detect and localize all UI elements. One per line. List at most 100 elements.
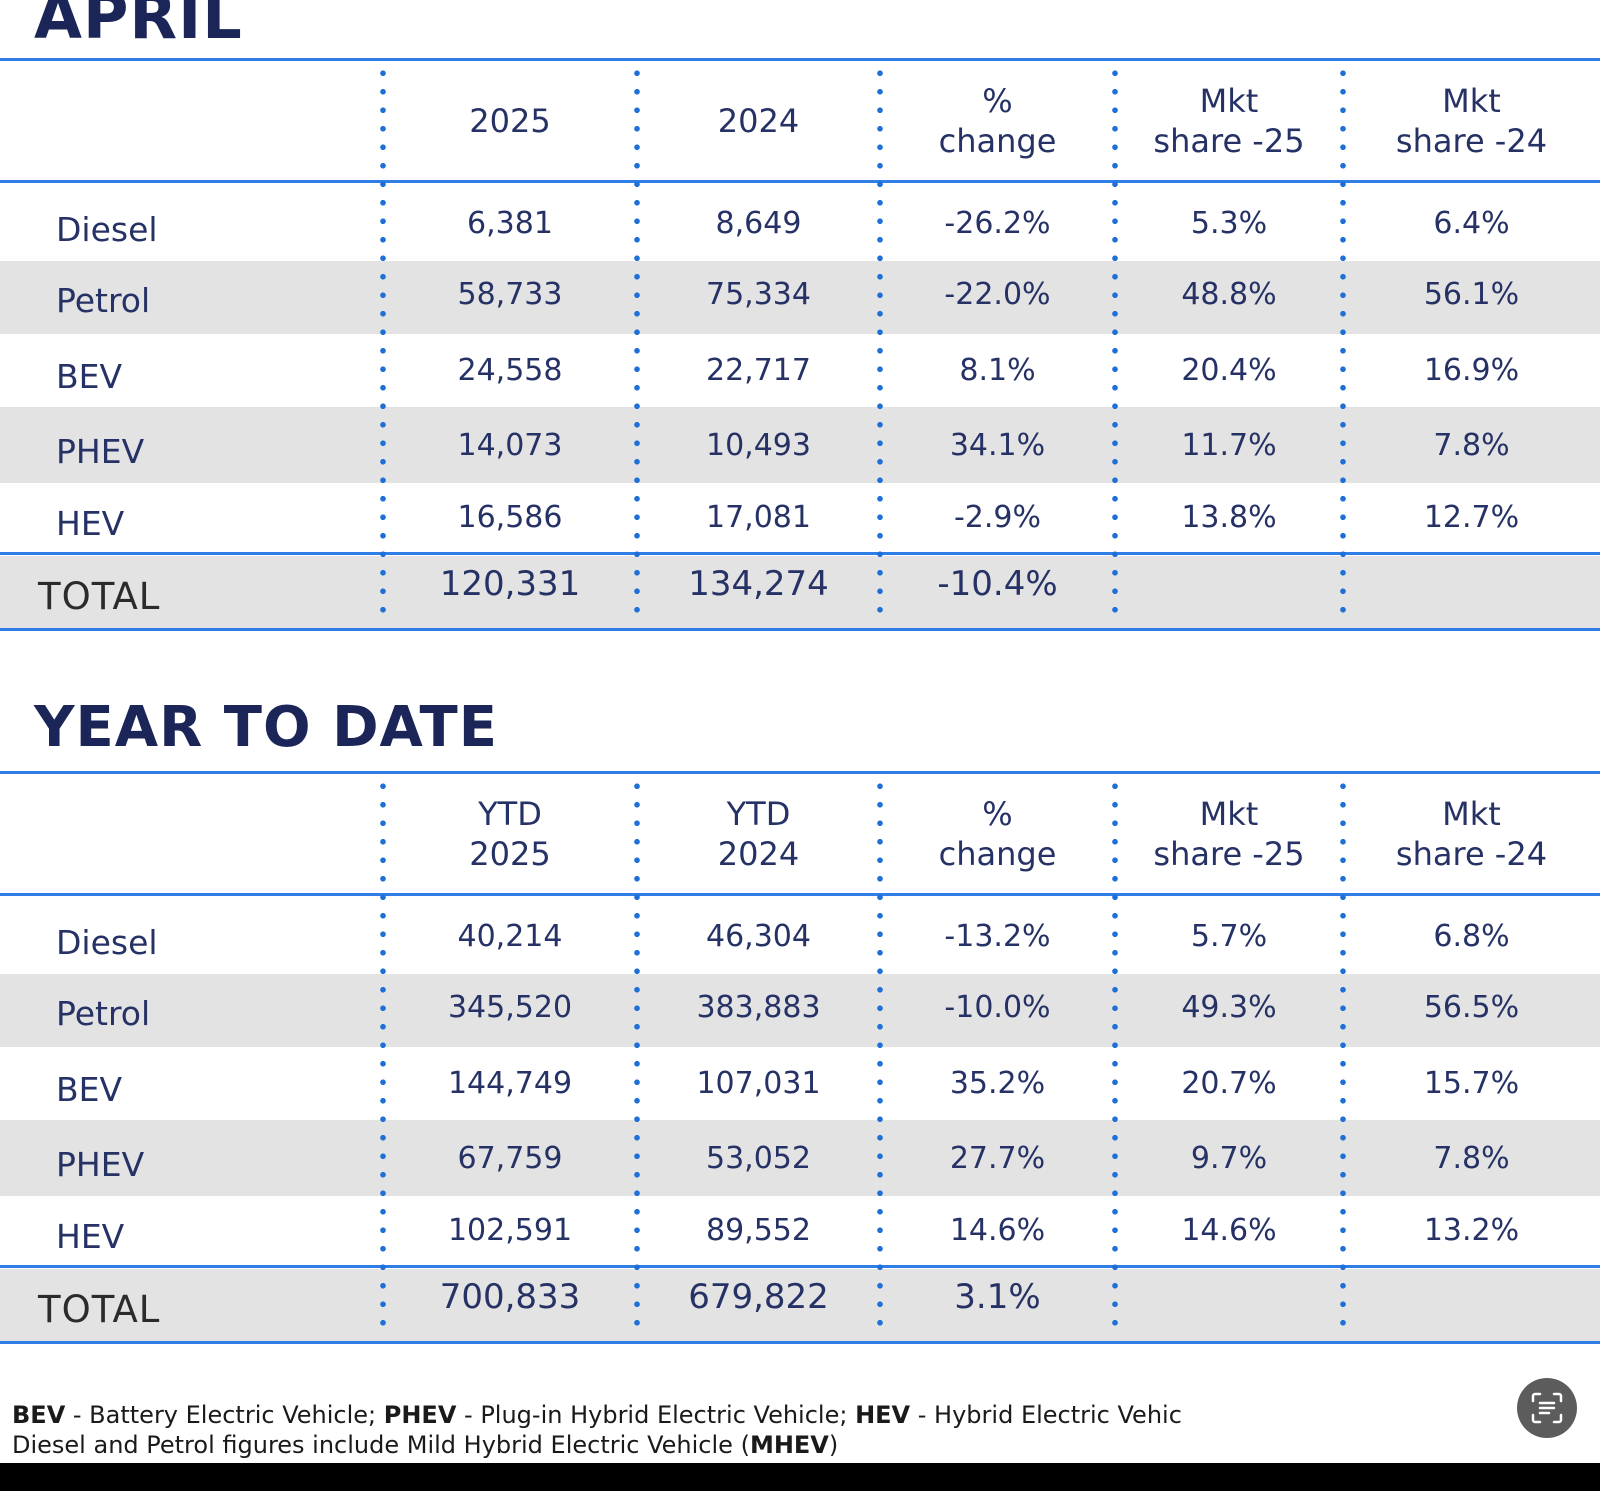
row-label: HEV	[56, 503, 125, 543]
column-header: Mkt share -25	[1115, 777, 1343, 891]
phev-definition: - Plug-in Hybrid Electric Vehicle;	[456, 1401, 856, 1429]
table-cell: 75,334	[706, 276, 811, 312]
table-rule	[0, 1341, 1600, 1344]
table-cell: 102,591	[447, 1212, 573, 1248]
table-cell: 56.5%	[1423, 989, 1520, 1025]
table-cell: 8,649	[715, 205, 802, 241]
ytd-table: YTD 2025 YTD 2024% change Mkt share -25 Mkt shar…	[0, 771, 1600, 1349]
row-label: Petrol	[56, 280, 151, 320]
bev-definition: - Battery Electric Vehicle;	[65, 1401, 384, 1429]
hev-definition: - Hybrid Electric Vehic	[910, 1401, 1182, 1429]
column-separator	[1112, 64, 1118, 624]
table-cell: 9.7%	[1190, 1140, 1268, 1176]
mhev-note: Diesel and Petrol figures include Mild H…	[12, 1431, 750, 1459]
table-cell: 11.7%	[1181, 427, 1277, 463]
total-value	[1115, 548, 1343, 620]
table-cell: 13.2%	[1423, 1212, 1520, 1248]
phev-abbr: PHEV	[383, 1401, 457, 1429]
table-cell: -22.0%	[944, 276, 1051, 312]
table-rule	[0, 552, 1600, 555]
shaded-row-bg	[0, 1120, 1600, 1196]
mhev-note-end: )	[828, 1431, 839, 1459]
mhev-abbr: MHEV	[749, 1431, 829, 1459]
text-scan-button[interactable]	[1517, 1378, 1577, 1438]
bev-abbr: BEV	[12, 1401, 66, 1429]
table-cell: 345,520	[447, 989, 573, 1025]
shaded-row-bg	[0, 407, 1600, 483]
table-rule	[0, 58, 1600, 61]
table-cell: -13.2%	[944, 918, 1051, 954]
table-cell: 16,586	[457, 499, 563, 535]
april-table: 2025 2024% change Mkt share -25 Mkt share -24 D…	[0, 58, 1600, 636]
column-header-line-2: share -24	[1395, 835, 1548, 873]
row-label: PHEV	[56, 1144, 145, 1184]
table-cell: 5.3%	[1190, 205, 1268, 241]
ytd-title: YEAR TO DATE	[34, 695, 498, 760]
shaded-row-bg	[0, 974, 1600, 1047]
table-cell: -2.9%	[953, 499, 1042, 535]
column-header-line-1: YTD	[726, 795, 791, 833]
table-rule	[0, 771, 1600, 774]
total-value	[1115, 1261, 1343, 1333]
column-separator	[1112, 777, 1118, 1337]
bottom-bar	[0, 1463, 1600, 1491]
table-cell: 16.9%	[1423, 353, 1520, 388]
column-header: 2025	[383, 64, 637, 178]
table-cell: 5.7%	[1190, 918, 1268, 954]
table-cell: -26.2%	[944, 205, 1051, 241]
table-cell: 53,052	[706, 1140, 811, 1176]
column-header-line-1: Mkt	[1199, 795, 1259, 833]
column-header: % change	[880, 777, 1115, 891]
row-label: PHEV	[56, 431, 145, 471]
column-header-line-1: YTD	[478, 795, 542, 833]
total-value: 134,274	[688, 564, 829, 604]
total-value: 3.1%	[954, 1277, 1041, 1317]
table-cell: 8.1%	[959, 353, 1036, 388]
column-header-line-2: 2025	[469, 102, 551, 140]
row-label: HEV	[56, 1216, 125, 1256]
column-header-line-1: Mkt	[1442, 82, 1501, 120]
table-rule	[0, 893, 1600, 896]
column-separator	[877, 64, 883, 624]
column-header-line-2: 2024	[717, 102, 800, 140]
table-cell: 49.3%	[1181, 989, 1277, 1025]
table-cell: 14,073	[457, 427, 563, 463]
column-separator	[1340, 777, 1346, 1337]
hev-abbr: HEV	[855, 1401, 911, 1429]
table-cell: 48.8%	[1181, 276, 1277, 312]
total-value: 700,833	[439, 1277, 581, 1317]
table-cell: 144,749	[447, 1066, 573, 1101]
table-cell: 56.1%	[1423, 276, 1520, 312]
table-cell: 22,717	[706, 353, 811, 388]
table-cell: 20.4%	[1181, 353, 1277, 388]
footnote-line-2: Diesel and Petrol figures include Mild H…	[12, 1430, 1512, 1460]
column-header-line-2: change	[938, 122, 1057, 160]
column-separator	[380, 777, 386, 1337]
table-cell: 46,304	[706, 918, 811, 954]
column-header-line-2: share -25	[1153, 122, 1305, 160]
column-separator	[634, 64, 640, 624]
column-header: YTD 2024	[637, 777, 880, 891]
table-cell: 7.8%	[1433, 427, 1510, 463]
text-scan-icon	[1531, 1392, 1563, 1424]
table-cell: 7.8%	[1433, 1140, 1510, 1176]
table-cell: 89,552	[706, 1212, 811, 1248]
column-header-line-2: 2024	[717, 835, 800, 873]
table-cell: 14.6%	[949, 1212, 1046, 1248]
row-label: BEV	[56, 357, 123, 396]
table-cell: 10,493	[706, 427, 811, 463]
column-header-line-1: Mkt	[1199, 82, 1259, 120]
column-header-line-1: %	[982, 795, 1013, 833]
row-label: Petrol	[56, 993, 151, 1033]
column-separator	[877, 777, 883, 1337]
table-cell: 24,558	[457, 353, 563, 388]
table-cell: 14.6%	[1181, 1212, 1277, 1248]
column-header-line-1: Mkt	[1442, 795, 1501, 833]
table-cell: 67,759	[457, 1140, 563, 1176]
total-value	[1343, 548, 1600, 620]
table-cell: 15.7%	[1423, 1066, 1520, 1101]
table-cell: 34.1%	[949, 427, 1046, 463]
total-row-bg	[0, 1269, 1600, 1341]
column-header-line-1: %	[982, 82, 1013, 120]
column-header: Mkt share -24	[1343, 777, 1600, 891]
